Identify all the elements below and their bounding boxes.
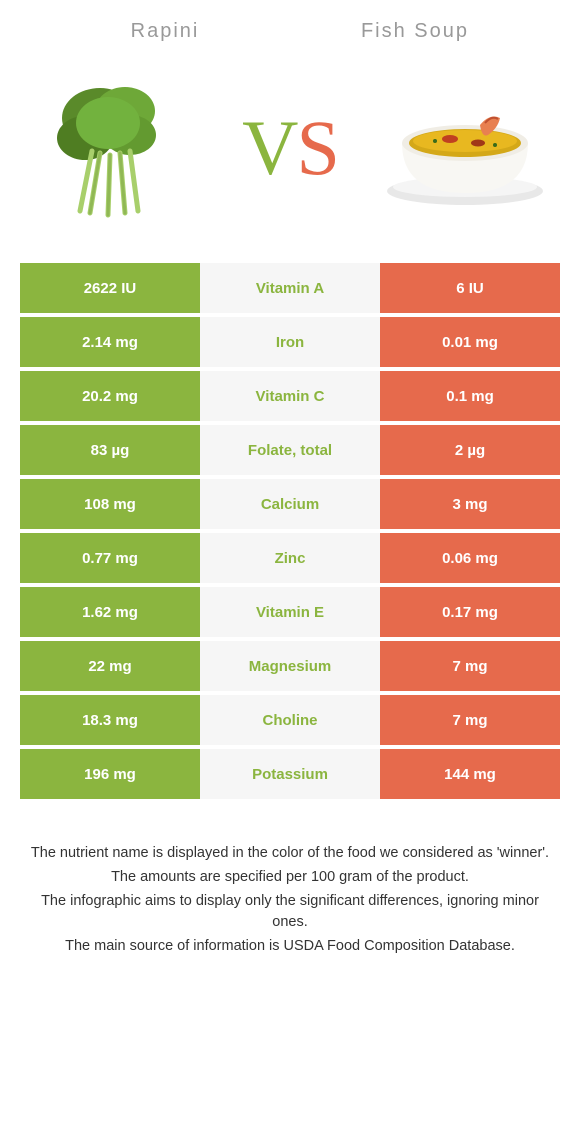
footer-line: The main source of information is USDA F… bbox=[30, 936, 550, 958]
left-value: 2.14 mg bbox=[20, 317, 200, 367]
table-row: 20.2 mgVitamin C0.1 mg bbox=[20, 371, 560, 425]
nutrient-table: 2622 IUVitamin A6 IU2.14 mgIron0.01 mg20… bbox=[20, 263, 560, 803]
right-value: 0.01 mg bbox=[380, 317, 560, 367]
right-value: 7 mg bbox=[380, 695, 560, 745]
nutrient-label: Zinc bbox=[200, 533, 380, 583]
vs-v: V bbox=[242, 104, 296, 191]
nutrient-label: Iron bbox=[200, 317, 380, 367]
image-row: VS bbox=[0, 53, 580, 263]
right-value: 6 IU bbox=[380, 263, 560, 313]
left-value: 1.62 mg bbox=[20, 587, 200, 637]
nutrient-label: Vitamin C bbox=[200, 371, 380, 421]
left-value: 18.3 mg bbox=[20, 695, 200, 745]
left-value: 2622 IU bbox=[20, 263, 200, 313]
header: Rapini Fish Soup bbox=[0, 0, 580, 53]
footer-notes: The nutrient name is displayed in the co… bbox=[0, 803, 580, 980]
vs-s: S bbox=[296, 104, 337, 191]
footer-line: The amounts are specified per 100 gram o… bbox=[30, 867, 550, 889]
right-value: 0.06 mg bbox=[380, 533, 560, 583]
table-row: 2.14 mgIron0.01 mg bbox=[20, 317, 560, 371]
table-row: 0.77 mgZinc0.06 mg bbox=[20, 533, 560, 587]
right-value: 0.1 mg bbox=[380, 371, 560, 421]
left-value: 0.77 mg bbox=[20, 533, 200, 583]
table-row: 83 µgFolate, total2 µg bbox=[20, 425, 560, 479]
nutrient-label: Calcium bbox=[200, 479, 380, 529]
left-value: 22 mg bbox=[20, 641, 200, 691]
nutrient-label: Vitamin E bbox=[200, 587, 380, 637]
right-value: 144 mg bbox=[380, 749, 560, 799]
left-value: 83 µg bbox=[20, 425, 200, 475]
nutrient-label: Potassium bbox=[200, 749, 380, 799]
vs-label: VS bbox=[242, 109, 338, 187]
right-value: 3 mg bbox=[380, 479, 560, 529]
fish-soup-image bbox=[380, 63, 550, 233]
left-value: 108 mg bbox=[20, 479, 200, 529]
table-row: 2622 IUVitamin A6 IU bbox=[20, 263, 560, 317]
nutrient-label: Folate, total bbox=[200, 425, 380, 475]
right-value: 7 mg bbox=[380, 641, 560, 691]
right-value: 0.17 mg bbox=[380, 587, 560, 637]
nutrient-label: Choline bbox=[200, 695, 380, 745]
nutrient-label: Magnesium bbox=[200, 641, 380, 691]
right-food-title: Fish Soup bbox=[290, 20, 540, 43]
table-row: 1.62 mgVitamin E0.17 mg bbox=[20, 587, 560, 641]
nutrient-label: Vitamin A bbox=[200, 263, 380, 313]
footer-line: The infographic aims to display only the… bbox=[30, 891, 550, 935]
right-value: 2 µg bbox=[380, 425, 560, 475]
left-value: 196 mg bbox=[20, 749, 200, 799]
table-row: 18.3 mgCholine7 mg bbox=[20, 695, 560, 749]
rapini-image bbox=[30, 63, 200, 233]
left-value: 20.2 mg bbox=[20, 371, 200, 421]
table-row: 108 mgCalcium3 mg bbox=[20, 479, 560, 533]
footer-line: The nutrient name is displayed in the co… bbox=[30, 843, 550, 865]
left-food-title: Rapini bbox=[40, 20, 290, 43]
table-row: 196 mgPotassium144 mg bbox=[20, 749, 560, 803]
table-row: 22 mgMagnesium7 mg bbox=[20, 641, 560, 695]
